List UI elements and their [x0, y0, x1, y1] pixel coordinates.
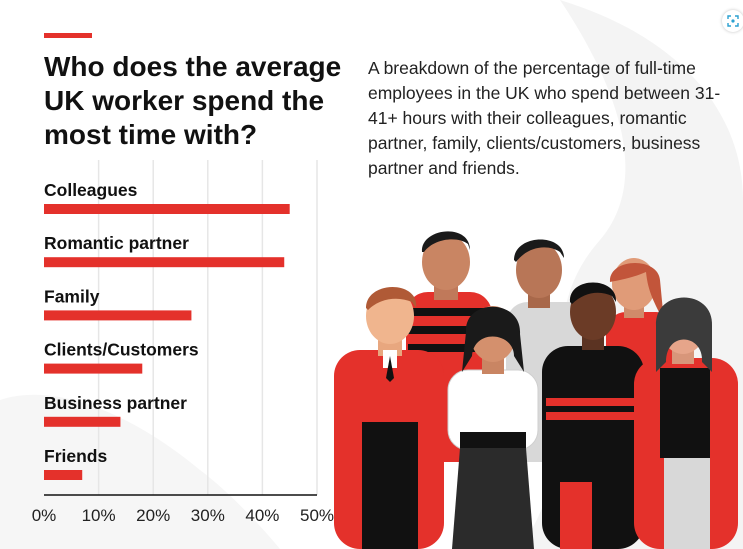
x-tick-label: 50%	[300, 506, 334, 525]
category-label: Romantic partner	[44, 233, 189, 253]
x-tick-label: 40%	[245, 506, 279, 525]
x-tick-label: 20%	[136, 506, 170, 525]
category-label: Business partner	[44, 393, 187, 413]
bar	[44, 257, 285, 268]
x-tick-label: 0%	[32, 506, 57, 525]
category-label: Friends	[44, 446, 107, 466]
bar	[44, 470, 83, 480]
x-tick-label: 10%	[82, 506, 116, 525]
x-tick-label: 30%	[191, 506, 225, 525]
person-front-left	[334, 287, 444, 549]
bar	[44, 310, 192, 321]
scan-icon[interactable]	[722, 10, 743, 32]
bar	[44, 416, 121, 427]
scan-glyph	[727, 15, 739, 27]
accent-bar	[44, 33, 92, 38]
category-label: Clients/Customers	[44, 340, 199, 360]
bar	[44, 363, 143, 374]
person-front-center-left	[447, 306, 539, 549]
person-front-right	[634, 297, 738, 549]
page-title: Who does the average UK worker spend the…	[44, 51, 342, 150]
description: A breakdown of the percentage of full-ti…	[368, 58, 721, 178]
person-front-center-right	[542, 282, 644, 549]
bar	[44, 204, 290, 214]
category-label: Colleagues	[44, 180, 138, 200]
people-illustration	[334, 231, 738, 549]
category-label: Family	[44, 286, 100, 306]
